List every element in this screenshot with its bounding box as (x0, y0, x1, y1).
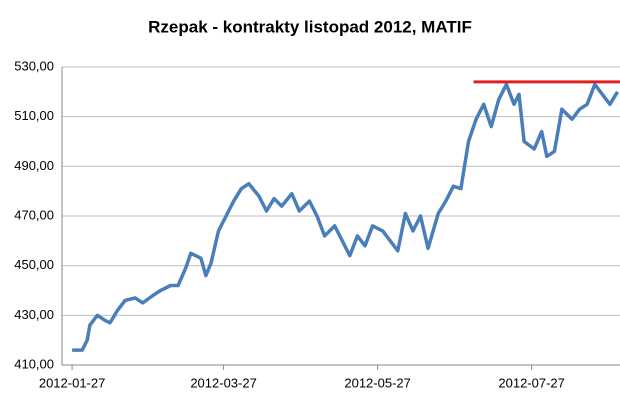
x-tick-label: 2012-05-27 (344, 375, 411, 390)
y-tick-label: 450,00 (14, 257, 54, 272)
y-tick-label: 410,00 (14, 356, 54, 371)
x-tick-label: 2012-07-27 (498, 375, 565, 390)
y-tick-label: 530,00 (14, 58, 54, 73)
y-tick-label: 490,00 (14, 158, 54, 173)
y-tick-label: 430,00 (14, 307, 54, 322)
x-tick-label: 2012-03-27 (190, 375, 257, 390)
chart-title: Rzepak - kontrakty listopad 2012, MATIF (148, 17, 472, 36)
x-tick-label: 2012-01-27 (39, 375, 106, 390)
y-tick-label: 470,00 (14, 207, 54, 222)
y-tick-label: 510,00 (14, 108, 54, 123)
line-series (72, 82, 619, 352)
